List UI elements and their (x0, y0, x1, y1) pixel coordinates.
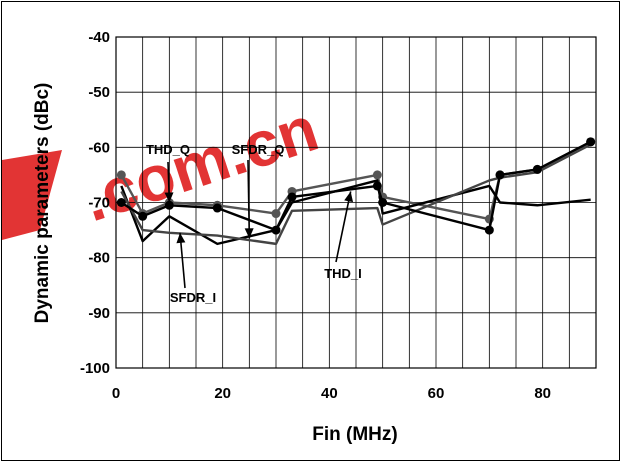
data-point-thd-i (484, 225, 494, 235)
watermark-logo-mark (2, 150, 62, 240)
data-point-thd-i (138, 211, 148, 221)
annotation-arrow-head (244, 228, 254, 239)
data-point-thd-i (378, 198, 388, 207)
y-tick-label: -50 (88, 84, 110, 101)
data-point-thd-i (586, 137, 596, 147)
data-point-thd-q (372, 170, 382, 180)
y-tick-label: -40 (88, 29, 110, 46)
annotation-label-sfdr-q: SFDR_Q (232, 142, 285, 157)
annotation-arrow-head (164, 192, 174, 203)
y-tick-label: -80 (88, 250, 110, 267)
annotation-label-sfdr-i: SFDR_I (170, 290, 216, 305)
annotation-arrow-line (335, 191, 352, 263)
annotation-arrow-line (247, 159, 251, 239)
x-tick-label: 20 (214, 385, 231, 402)
y-tick-label: -90 (88, 305, 110, 322)
data-point-thd-i (287, 192, 297, 202)
annotation-arrow-head (176, 232, 186, 244)
annotations: THD_Q SFDR_Q SFDR_I THD_I (146, 142, 362, 305)
series-line-thd-i (120, 140, 592, 232)
x-tick-label: 60 (428, 385, 445, 402)
data-point-thd-i (532, 164, 542, 174)
watermark-text: .com.cn (74, 92, 326, 235)
data-point-thd-i (271, 225, 281, 235)
data-point-thd-i (495, 170, 505, 180)
x-tick-label: 0 (112, 385, 120, 402)
y-tick-label: -60 (88, 139, 110, 156)
data-point-thd-q (271, 209, 281, 219)
annotation-label-thd-i: THD_I (324, 266, 362, 281)
grid (116, 36, 596, 369)
data-point-thd-q (116, 170, 126, 180)
annotation-label-thd-q: THD_Q (146, 142, 190, 157)
annotation-arrow-head (344, 191, 354, 203)
y-axis-title: Dynamic parameters (dBc) (32, 83, 53, 324)
y-tick-label: -100 (80, 360, 110, 377)
data-point-thd-i (212, 203, 222, 213)
x-tick-label: 40 (321, 385, 338, 402)
series (116, 137, 596, 246)
x-axis-title: Fin (MHz) (312, 424, 397, 445)
series-line-sfdr-i (120, 143, 592, 246)
data-point-thd-i (372, 181, 382, 191)
plot-area-border (115, 36, 597, 369)
x-tick-label: 80 (534, 385, 551, 402)
y-tick-label: -70 (88, 195, 110, 212)
data-point-thd-i (116, 198, 126, 207)
data-point-thd-i (164, 200, 174, 210)
